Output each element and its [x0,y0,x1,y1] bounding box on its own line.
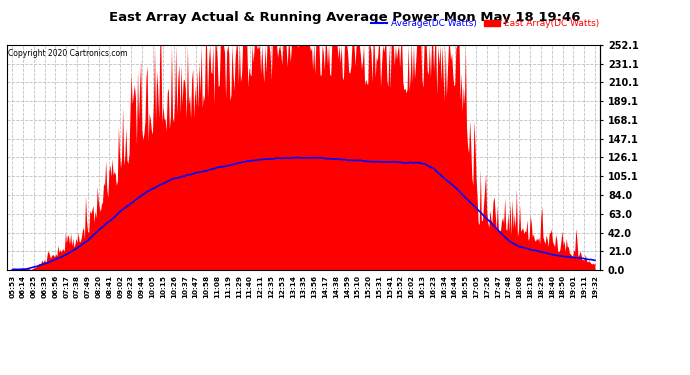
Text: East Array Actual & Running Average Power Mon May 18 19:46: East Array Actual & Running Average Powe… [109,11,581,24]
Text: Copyright 2020 Cartronics.com: Copyright 2020 Cartronics.com [8,50,128,58]
Legend: Average(DC Watts), East Array(DC Watts): Average(DC Watts), East Array(DC Watts) [367,16,602,32]
